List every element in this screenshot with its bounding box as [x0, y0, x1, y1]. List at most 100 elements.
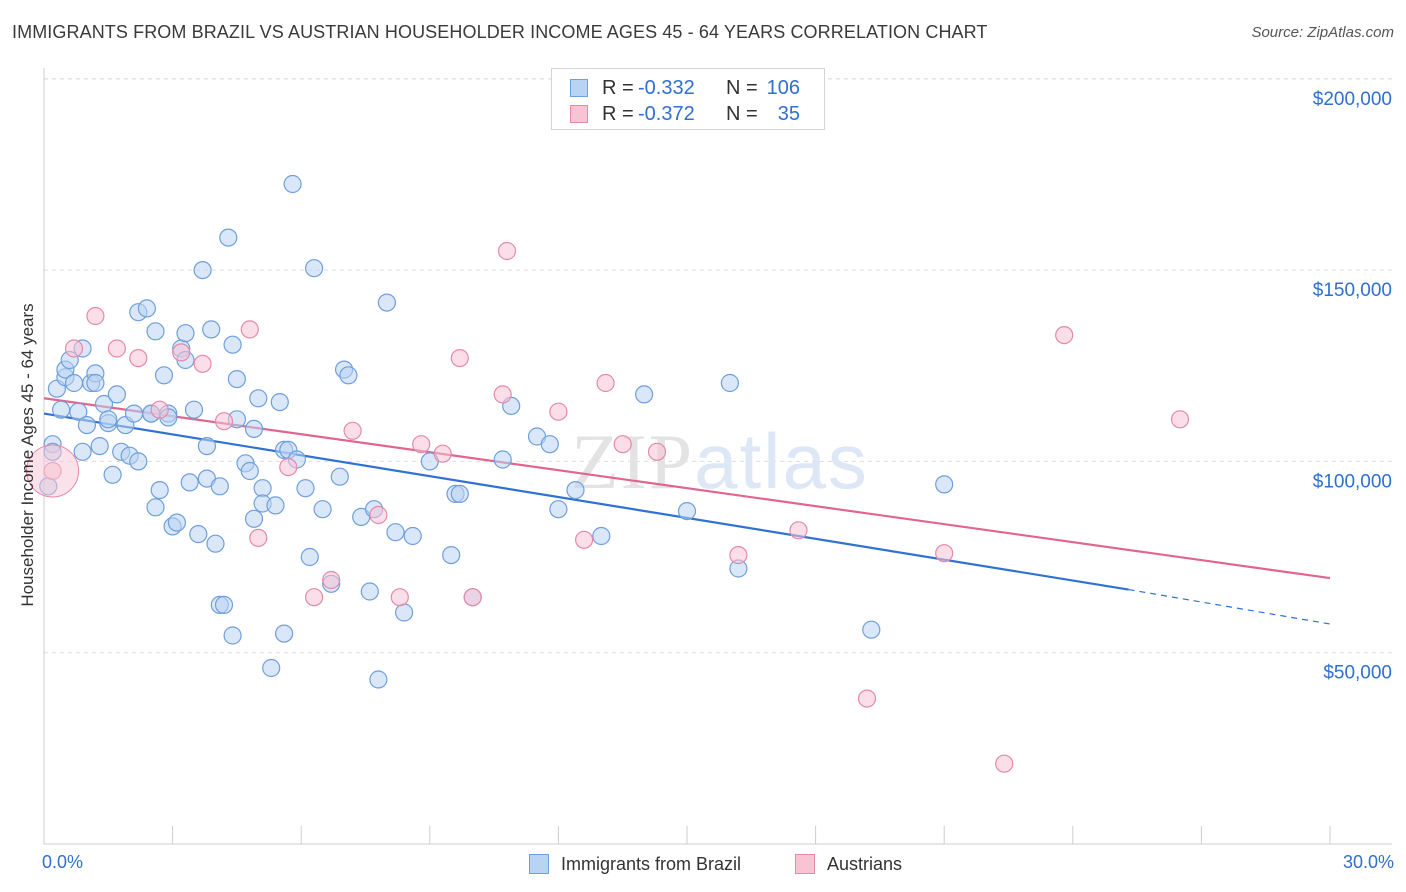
legend-item-brazil: Immigrants from Brazil [529, 852, 741, 876]
brazil-point [51, 400, 71, 419]
brazil-point [283, 174, 302, 194]
data-points [26, 174, 1190, 773]
brazil-point [360, 582, 379, 601]
brazil-point [592, 526, 611, 546]
austrian-point [240, 320, 259, 339]
brazil-point [129, 452, 148, 471]
brazil-point [275, 624, 294, 643]
brazil-point [210, 477, 229, 496]
brazil-point [77, 416, 97, 435]
austrian-point [463, 588, 482, 607]
source-credit: Source: ZipAtlas.com [1251, 24, 1394, 41]
brazil-point [184, 400, 204, 419]
brazil-point [103, 465, 122, 484]
y-tick-label: $200,000 [1313, 89, 1392, 110]
austrian-point [596, 373, 615, 393]
brazil-point [146, 322, 165, 341]
austrian-point [172, 343, 191, 362]
brazil-point [150, 481, 169, 500]
brazil-point [305, 259, 324, 278]
austrian-point [150, 400, 169, 419]
r-value: -0.372 [638, 102, 695, 125]
chart-title: IMMIGRANTS FROM BRAZIL VS AUSTRIAN HOUSE… [12, 22, 988, 42]
x-axis-max-label: 30.0% [1342, 852, 1394, 872]
brazil-point [935, 475, 954, 494]
brazil-point [240, 461, 259, 481]
brazil-point [69, 402, 88, 421]
brazil-point [313, 500, 332, 519]
austrian-point [64, 339, 84, 358]
brazil-point [450, 484, 469, 503]
brazil-point [270, 393, 289, 412]
brazil-point [202, 320, 221, 339]
legend-label: Austrians [827, 853, 903, 874]
brazil-point [549, 500, 568, 519]
austrian-point [647, 442, 667, 461]
y-axis-title: Householder Income Ages 45 - 64 years [18, 303, 37, 607]
legend-item-austrians: Austrians [795, 852, 902, 876]
brazil-point [720, 373, 740, 393]
y-tick-label: $50,000 [1323, 663, 1392, 684]
brazil-point [189, 524, 208, 544]
brazil-point [86, 373, 105, 393]
brazil-point [253, 479, 272, 498]
brazil-point [99, 410, 118, 429]
austrian-point [369, 505, 388, 525]
brazil-point [214, 595, 234, 615]
austrian-point [412, 435, 431, 454]
austrian-point [107, 339, 127, 358]
n-value: 106 [766, 76, 800, 99]
austrian-point [305, 588, 324, 607]
r-label: R = [602, 76, 634, 99]
austrian-point [729, 545, 748, 565]
brazil-swatch [570, 79, 588, 97]
austrian-point [343, 421, 362, 440]
austrian-point [789, 521, 808, 540]
brazil-point [249, 389, 268, 408]
brazil-point [442, 545, 461, 565]
brazil-trend-extension [1128, 588, 1331, 625]
austrian-point [995, 754, 1014, 773]
brazil-swatch [529, 854, 549, 874]
brazil-point [540, 435, 559, 454]
brazil-point [167, 513, 186, 532]
austrian-point [249, 528, 268, 548]
r-value: -0.332 [638, 76, 695, 99]
austrian-point [1055, 326, 1074, 345]
brazil-point [124, 404, 144, 423]
brazil-point [493, 450, 512, 469]
austrian-point [279, 458, 298, 477]
austrian-point [322, 570, 341, 590]
brazil-point [64, 373, 84, 393]
austrian-point [549, 402, 568, 421]
brazil-point [244, 419, 264, 438]
brazil-point [193, 261, 212, 280]
brazil-point [330, 467, 349, 486]
austrian-point [86, 306, 105, 326]
brazil-point [176, 324, 195, 343]
austrian-point [390, 588, 409, 607]
stats-legend: R = -0.332 N = 106 R = -0.372 N = 35 [551, 68, 825, 130]
austrian-point [613, 435, 632, 454]
brazil-point [377, 293, 396, 312]
austrian-point [129, 349, 148, 368]
austrian-point [214, 412, 234, 431]
brazil-point [206, 534, 225, 553]
austrian-point [493, 385, 512, 404]
brazil-point [227, 370, 246, 389]
austrian-point [857, 689, 877, 708]
brazil-point [223, 626, 242, 645]
austrians-swatch [570, 105, 588, 123]
austrian-point [450, 349, 469, 368]
brazil-point [244, 509, 264, 528]
watermark: ZIPatlas [571, 417, 869, 505]
y-tick-labels: $50,000 $100,000 $150,000 $200,000 [1313, 89, 1392, 684]
brazil-point [219, 228, 238, 247]
brazil-point [566, 481, 585, 500]
austrian-point [26, 444, 80, 498]
brazil-point [137, 299, 156, 318]
n-label: N = [726, 76, 758, 99]
brazil-point [677, 502, 697, 521]
austrians-swatch [795, 854, 815, 874]
